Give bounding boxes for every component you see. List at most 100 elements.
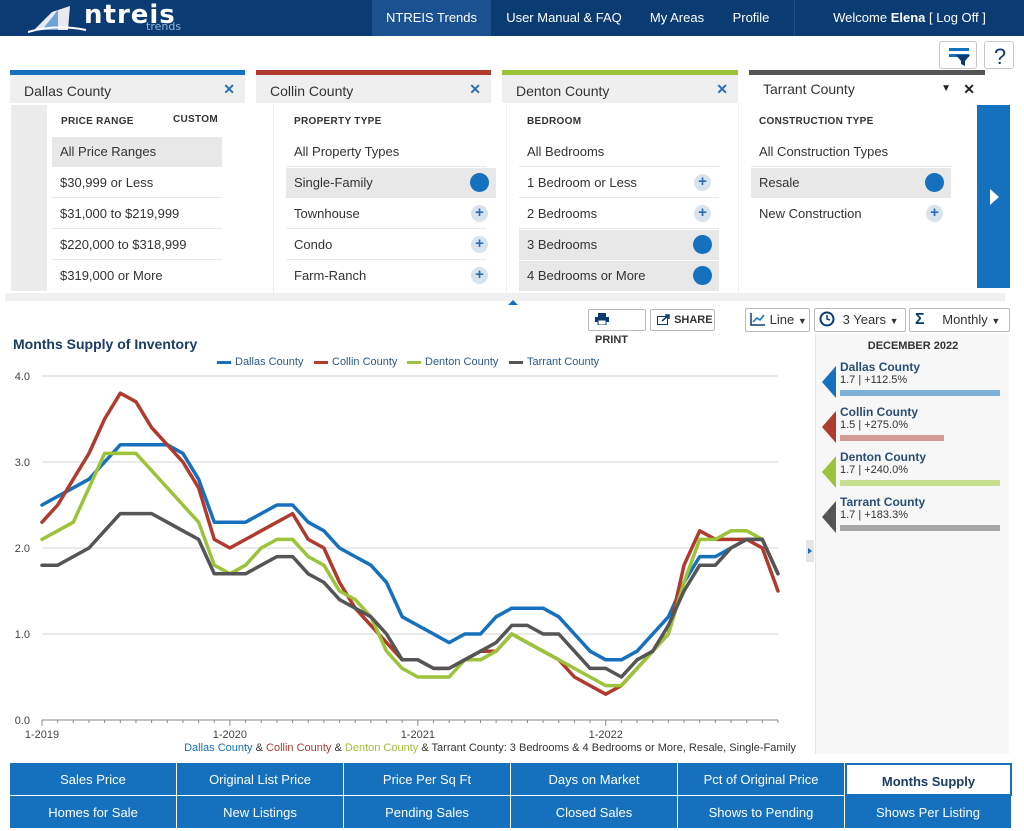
chevron-up-icon <box>508 300 518 305</box>
add-plus-icon[interactable]: + <box>694 205 711 222</box>
svg-text:?: ? <box>994 44 1006 69</box>
interval-dropdown[interactable]: Σ Monthly ▼ <box>909 308 1010 332</box>
chevron-down-icon[interactable]: ▼ <box>941 83 951 94</box>
ntreis-logo[interactable]: ntreis trends <box>28 0 181 34</box>
y-tick-label: 1.0 <box>15 629 30 641</box>
sigma-icon: Σ <box>915 311 925 328</box>
period-heading: DECEMBER 2022 <box>867 340 959 352</box>
nav-my-areas[interactable]: My Areas <box>649 10 705 25</box>
selected-dot-icon[interactable] <box>693 266 712 285</box>
add-plus-icon[interactable]: + <box>471 205 488 222</box>
metric-pending-sales[interactable]: Pending Sales <box>344 796 511 829</box>
tab-collin-county[interactable]: Collin County ✕ <box>256 70 491 103</box>
bedroom-option[interactable]: 2 Bedrooms <box>519 199 719 229</box>
metric-months-supply[interactable]: Months Supply <box>845 763 1012 796</box>
metric-closed-sales[interactable]: Closed Sales <box>511 796 678 829</box>
property-option[interactable]: Townhouse <box>286 199 486 229</box>
selected-dot-icon[interactable] <box>693 235 712 254</box>
logoff-link[interactable]: [ Log Off ] <box>929 10 986 25</box>
property-type-heading: PROPERTY TYPE <box>294 116 382 127</box>
x-tick-label: 1-2020 <box>213 729 247 741</box>
custom-price-link[interactable]: CUSTOM <box>173 114 218 125</box>
property-option[interactable]: Farm-Ranch <box>294 268 367 283</box>
clock-icon <box>819 311 835 327</box>
property-option[interactable]: All Property Types <box>286 137 486 167</box>
next-filters-button[interactable] <box>977 105 1010 288</box>
time-range-dropdown[interactable]: 3 Years ▼ <box>814 308 906 332</box>
summary-value: 1.7 | +183.3% <box>840 509 908 521</box>
add-plus-icon[interactable]: + <box>471 267 488 284</box>
selected-dot-icon[interactable] <box>470 173 489 192</box>
summary-card-dallas[interactable]: Dallas County 1.7 | +112.5% <box>816 360 1010 402</box>
metric-days-on-market[interactable]: Days on Market <box>511 763 678 796</box>
chevron-right-icon <box>808 548 812 554</box>
side-panel-toggle[interactable] <box>806 540 814 562</box>
y-tick-label: 4.0 <box>15 371 30 383</box>
legend-item[interactable]: Dallas County <box>217 356 303 368</box>
tab-dallas-county[interactable]: Dallas County ✕ <box>10 70 245 103</box>
close-icon[interactable]: ✕ <box>963 81 975 97</box>
bedroom-option[interactable]: All Bedrooms <box>519 137 719 167</box>
top-navbar: ntreis trends NTREIS Trends User Manual … <box>0 0 1024 36</box>
metric-new-listings[interactable]: New Listings <box>177 796 344 829</box>
legend-item[interactable]: Denton County <box>407 356 498 368</box>
price-option[interactable]: $30,999 or Less <box>52 168 222 198</box>
construction-option[interactable]: New Construction <box>759 206 862 221</box>
add-plus-icon[interactable]: + <box>694 174 711 191</box>
nav-ntreis-trends[interactable]: NTREIS Trends <box>372 0 491 36</box>
caption-amp: & <box>418 742 432 754</box>
add-plus-icon[interactable]: + <box>471 236 488 253</box>
help-button[interactable]: ? <box>984 41 1014 69</box>
price-option[interactable]: $220,000 to $318,999 <box>52 230 222 260</box>
price-option[interactable]: $319,000 or More <box>60 268 163 283</box>
metric-button-grid: Sales Price Original List Price Price Pe… <box>10 763 1013 829</box>
construction-option[interactable]: All Construction Types <box>751 137 951 167</box>
legend-item[interactable]: Tarrant County <box>509 356 599 368</box>
close-icon[interactable]: ✕ <box>716 81 728 97</box>
close-icon[interactable]: ✕ <box>223 81 235 97</box>
legend-swatch <box>509 360 523 364</box>
summary-card-denton[interactable]: Denton County 1.7 | +240.0% <box>816 450 1010 492</box>
property-option[interactable]: Condo <box>286 230 486 260</box>
filter-funnel-icon <box>949 48 970 66</box>
summary-value: 1.5 | +275.0% <box>840 419 908 431</box>
summary-bar <box>840 525 1000 531</box>
metric-price-per-sqft[interactable]: Price Per Sq Ft <box>344 763 511 796</box>
legend-item[interactable]: Collin County <box>314 356 397 368</box>
metric-shows-to-pending[interactable]: Shows to Pending <box>678 796 845 829</box>
summary-card-tarrant[interactable]: Tarrant County 1.7 | +183.3% <box>816 495 1010 537</box>
tab-tarrant-county[interactable]: Tarrant County ▼ ✕ <box>749 70 985 103</box>
summary-bar <box>840 390 1000 396</box>
bedroom-option[interactable]: 4 Bedrooms or More <box>519 261 719 291</box>
share-button[interactable]: SHARE <box>650 309 715 331</box>
metric-sales-price[interactable]: Sales Price <box>10 763 177 796</box>
add-plus-icon[interactable]: + <box>926 205 943 222</box>
metric-pct-original-price[interactable]: Pct of Original Price <box>678 763 845 796</box>
chart-title: Months Supply of Inventory <box>13 336 198 352</box>
property-option[interactable]: Single-Family <box>286 168 496 198</box>
print-button[interactable]: PRINT <box>588 309 646 346</box>
price-option[interactable]: All Price Ranges <box>52 137 222 167</box>
collapse-divider[interactable] <box>5 293 1005 305</box>
tab-denton-county[interactable]: Denton County ✕ <box>502 70 738 103</box>
metric-original-list-price[interactable]: Original List Price <box>177 763 344 796</box>
chart-type-dropdown[interactable]: Line ▼ <box>745 308 810 332</box>
y-tick-label: 2.0 <box>15 543 30 555</box>
metric-homes-for-sale[interactable]: Homes for Sale <box>10 796 177 829</box>
nav-profile[interactable]: Profile <box>732 10 770 25</box>
bedroom-option[interactable]: 3 Bedrooms <box>519 230 719 260</box>
selected-dot-icon[interactable] <box>925 173 944 192</box>
caption-dallas: Dallas County <box>184 742 253 754</box>
construction-option[interactable]: Resale <box>751 168 951 198</box>
summary-card-collin[interactable]: Collin County 1.5 | +275.0% <box>816 405 1010 447</box>
metric-shows-per-listing[interactable]: Shows Per Listing <box>845 796 1012 829</box>
legend-label: Tarrant County <box>527 356 600 368</box>
bedroom-option[interactable]: 1 Bedroom or Less <box>519 168 719 198</box>
chevron-right-icon <box>990 189 999 205</box>
price-option[interactable]: $31,000 to $219,999 <box>52 199 222 229</box>
close-icon[interactable]: ✕ <box>469 81 481 97</box>
filter-settings-button[interactable] <box>939 41 977 69</box>
nav-user-manual[interactable]: User Manual & FAQ <box>506 10 622 25</box>
period-summary-panel: DECEMBER 2022 Dallas County 1.7 | +112.5… <box>815 334 1009 754</box>
tab-label: Dallas County <box>24 83 112 99</box>
